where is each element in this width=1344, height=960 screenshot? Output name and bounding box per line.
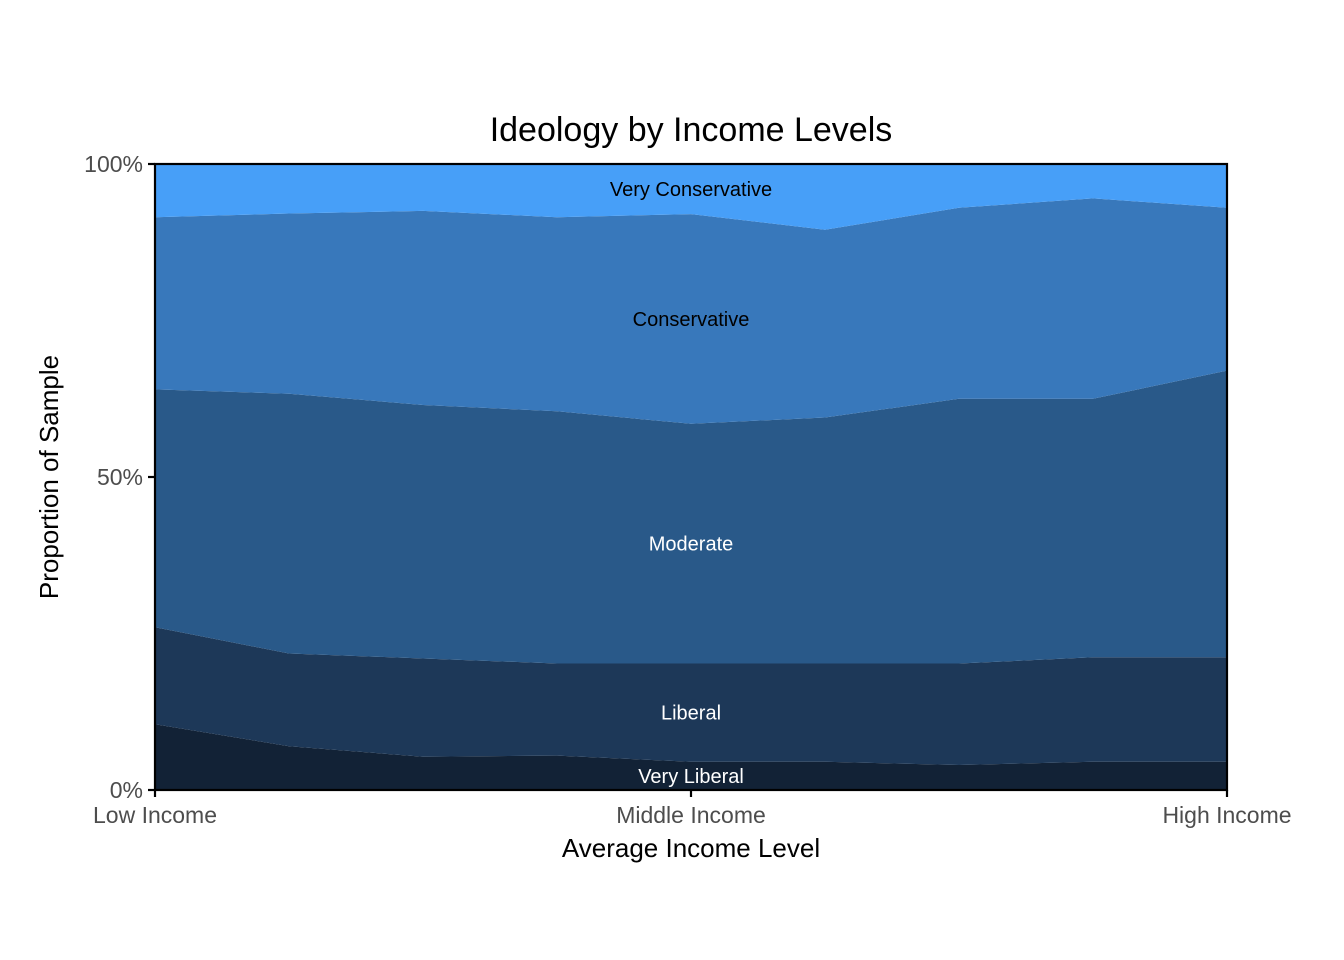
area-layers [155,164,1227,790]
chart-title: Ideology by Income Levels [490,111,893,149]
area-moderate [155,370,1227,664]
series-label-very-liberal: Very Liberal [638,766,744,788]
series-label-moderate: Moderate [649,534,734,556]
x-axis-title: Average Income Level [562,833,820,863]
y-axis: 0% 50% 100% [84,151,155,803]
y-axis-title: Proportion of Sample [34,355,64,599]
area-very-conservative [155,164,1227,230]
series-label-conservative: Conservative [633,309,750,331]
series-label-liberal: Liberal [661,703,721,725]
area-liberal [155,627,1227,765]
area-conservative [155,198,1227,424]
x-tick-label: High Income [1162,802,1291,828]
x-tick-label: Middle Income [616,802,766,828]
series-label-very-conservative: Very Conservative [610,179,772,201]
y-tick-label: 0% [110,777,143,803]
x-axis: Low Income Middle Income High Income [93,790,1292,828]
series-labels: Very Liberal Liberal Moderate Conservative V… [610,179,772,788]
x-tick-label: Low Income [93,802,217,828]
y-tick-label: 50% [97,464,143,490]
y-tick-label: 100% [84,151,143,177]
area-very-liberal [155,724,1227,790]
